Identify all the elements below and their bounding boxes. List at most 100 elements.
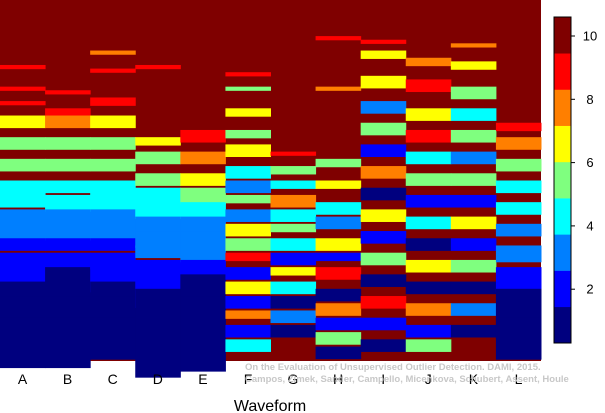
x-tick-label-i: I (381, 371, 385, 387)
heatmap-cell (270, 267, 317, 276)
heatmap-cell (270, 194, 317, 208)
heatmap-cell (450, 216, 497, 230)
heatmap-cell (360, 231, 407, 244)
heatmap-cell (45, 137, 91, 150)
heatmap-cell (180, 216, 226, 234)
heatmap-cell (0, 86, 46, 91)
heatmap-cell (315, 288, 362, 302)
heatmap-cell (450, 61, 497, 70)
heatmap-cell (450, 238, 497, 251)
heatmap-cell (45, 252, 91, 270)
x-tick-label-d: D (153, 371, 163, 387)
heatmap-cell (315, 86, 362, 91)
x-tick-label-k: K (469, 371, 479, 387)
heatmap-cell (180, 187, 226, 205)
heatmap-cell (225, 166, 271, 179)
heatmap-cell (90, 209, 136, 227)
heatmap-cell (360, 144, 407, 157)
heatmap-cell (360, 252, 407, 266)
heatmap-cell (270, 310, 317, 324)
heatmap-cell (225, 129, 271, 139)
heatmap-cell (360, 317, 407, 331)
heatmap-cell (0, 137, 46, 150)
heatmap-cell (135, 231, 181, 248)
heatmap-cell (360, 274, 407, 287)
heatmap-cell (45, 209, 91, 227)
x-axis-title: Waveform (234, 398, 306, 413)
heatmap-cell (90, 252, 136, 270)
heatmap-cell (405, 216, 452, 230)
heatmap-cell (225, 194, 271, 204)
heatmap-cell (360, 50, 407, 59)
heatmap-cell (135, 202, 181, 219)
heatmap-cell (0, 317, 46, 369)
heatmap-cell (135, 173, 181, 186)
heatmap-cell (90, 238, 136, 251)
heatmap-cell (405, 151, 452, 165)
heatmap-cell (45, 108, 91, 117)
heatmap-cell (225, 144, 271, 157)
heatmap-cell (315, 238, 362, 251)
heatmap-cell (405, 339, 452, 352)
heatmap-cell (315, 267, 362, 280)
heatmap-cell (360, 39, 407, 44)
heatmap-cell (450, 259, 497, 273)
x-tick-label-l: L (515, 371, 523, 387)
heatmap-cell (315, 216, 362, 230)
heatmap-cell (225, 339, 271, 352)
heatmap-cell (225, 281, 271, 295)
heatmap-cell (225, 267, 271, 280)
heatmap-cell (450, 129, 497, 143)
colorbar-tick-label: 10 (583, 29, 597, 44)
heatmap-cell (360, 187, 407, 201)
heatmap-cell (405, 281, 452, 295)
heatmap-cell (495, 223, 542, 237)
heatmap-cell (225, 72, 271, 77)
heatmap-column-g (270, 151, 317, 338)
heatmap-cell (180, 296, 226, 372)
heatmap-cell (45, 223, 91, 241)
heatmap-cell (450, 86, 497, 100)
heatmap-cell (270, 151, 317, 156)
heatmap-cell (90, 97, 136, 106)
colorbar-band (554, 198, 571, 235)
x-tick-label-e: E (198, 371, 207, 387)
heatmap-cell (135, 259, 181, 277)
heatmap-cell (135, 245, 181, 259)
heatmap-cell (315, 303, 362, 316)
heatmap-cell (405, 194, 452, 208)
heatmap-cell (135, 137, 181, 146)
heatmap-cell (315, 158, 362, 168)
heatmap-cell (90, 223, 136, 241)
heatmap-cell (270, 324, 317, 338)
heatmap-column-f (225, 72, 271, 352)
heatmap-cell (270, 296, 317, 309)
heatmap-cell (45, 238, 91, 251)
heatmap-cell (180, 129, 226, 143)
heatmap-cell (360, 339, 407, 352)
heatmap-cell (315, 36, 362, 41)
heatmap-cell (45, 115, 91, 129)
heatmap-cell (360, 296, 407, 309)
heatmap-cell (270, 252, 317, 266)
heatmap-cell (90, 50, 136, 55)
colorbar-band (554, 161, 571, 199)
heatmap-cell (225, 252, 271, 262)
heatmap-cell (225, 223, 271, 237)
heatmap-cell (360, 122, 407, 136)
heatmap-cell (315, 332, 362, 345)
x-axis-tick-labels: A B C D E F G H I J K L (18, 371, 523, 387)
colorbar-tick-label: 6 (586, 155, 593, 170)
heatmap-cell (0, 101, 46, 106)
heatmap-cell (270, 166, 317, 175)
heatmap-cell (135, 64, 181, 70)
heatmap-column-i (360, 39, 407, 352)
heatmap-cell (450, 303, 497, 316)
heatmap-cell (225, 180, 271, 194)
heatmap-cell (90, 68, 136, 73)
heatmap-cell (450, 281, 497, 295)
heatmap-column-e (180, 129, 226, 372)
heatmap-cell (360, 101, 407, 114)
heatmap-cell (180, 173, 226, 186)
